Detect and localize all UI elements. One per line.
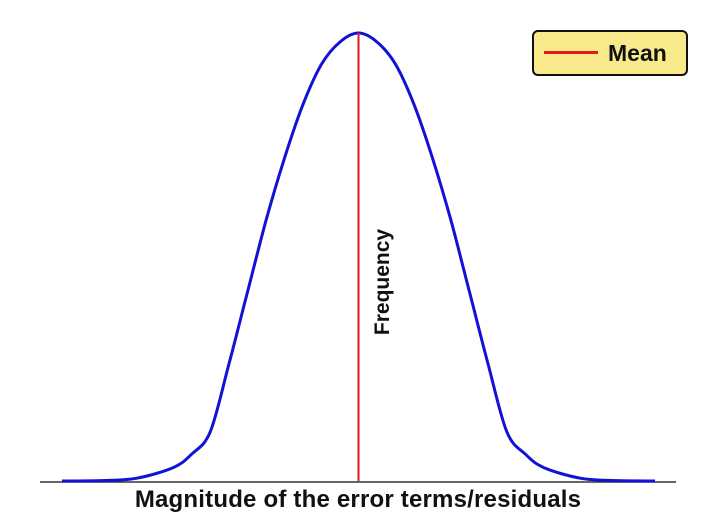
x-axis-label: Magnitude of the error terms/residuals	[0, 486, 716, 514]
legend-mean-label: Mean	[608, 40, 667, 67]
y-axis-label: Frequency	[371, 229, 395, 335]
legend-mean-swatch	[544, 51, 598, 54]
legend: Mean	[532, 30, 688, 76]
